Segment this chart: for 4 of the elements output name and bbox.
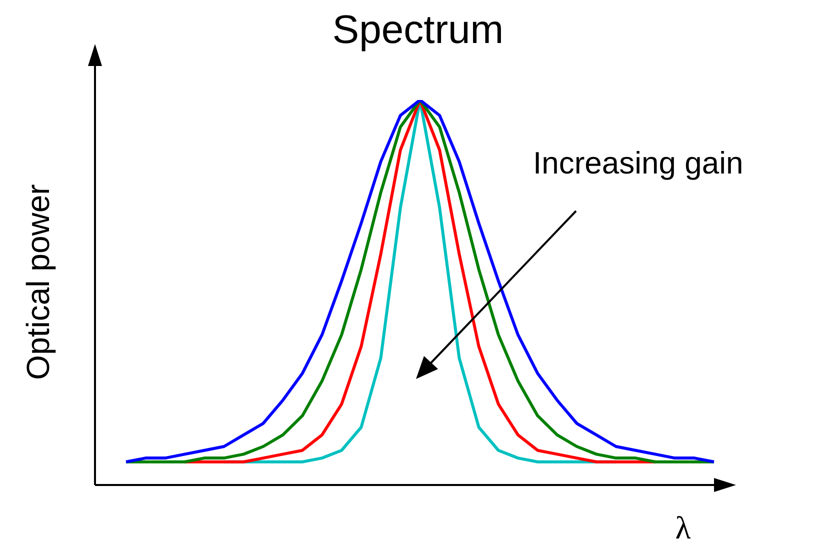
y-axis-title: Optical power xyxy=(20,184,56,380)
chart-title: Spectrum xyxy=(332,8,504,52)
x-axis-title: λ xyxy=(675,509,692,546)
annotation: Increasing gain xyxy=(533,146,744,181)
